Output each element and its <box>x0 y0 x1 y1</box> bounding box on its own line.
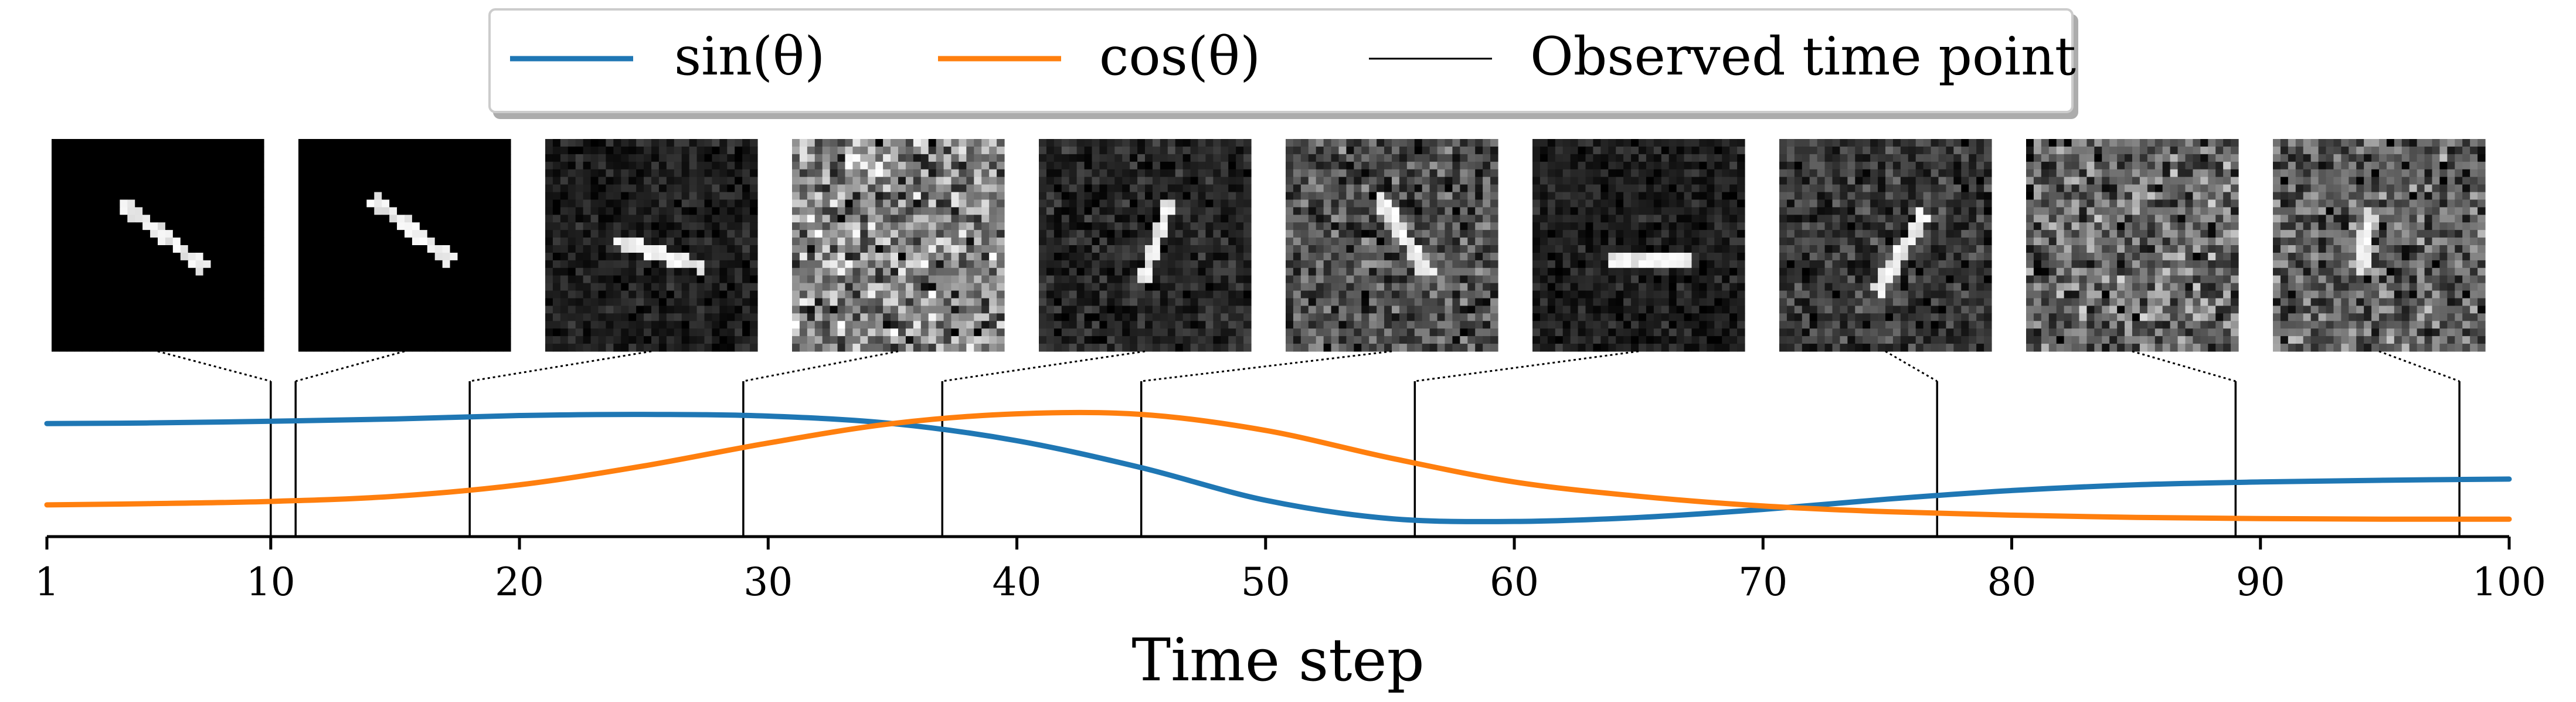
x-tick-label-100: 100 <box>2472 559 2546 605</box>
legend-label-observed-time-point: Observed time point <box>1530 26 2076 87</box>
plot-series <box>44 409 2512 524</box>
x-tick-label-10: 10 <box>246 559 295 605</box>
thumbnail-t89 <box>2026 139 2239 352</box>
observed-time-points <box>270 381 2461 537</box>
connector-t45 <box>1141 350 1392 382</box>
connector-t77 <box>1885 350 1938 382</box>
x-tick-label-30: 30 <box>743 559 793 605</box>
thumbnail-t10 <box>52 139 264 352</box>
connector-t89 <box>2132 350 2236 382</box>
x-tick-label-20: 20 <box>495 559 544 605</box>
legend-label-cos: cos(θ) <box>1099 26 1260 87</box>
x-tick-label-50: 50 <box>1241 559 1290 605</box>
legend: sin(θ) cos(θ) Observed time point <box>488 8 2076 113</box>
thumbnail-connectors <box>157 350 2460 382</box>
connector-t98 <box>2378 350 2460 382</box>
x-axis-ticks: 1 10 20 30 40 50 60 70 80 90 100 <box>35 537 2546 605</box>
x-tick-label-70: 70 <box>1738 559 1787 605</box>
series-line-sin <box>44 412 2512 524</box>
connector-t29 <box>743 350 899 382</box>
thumbnail-t11 <box>298 139 511 352</box>
x-tick-label-1: 1 <box>35 559 59 605</box>
x-tick-label-80: 80 <box>1987 559 2037 605</box>
connector-t11 <box>295 350 405 382</box>
thumbnail-t29 <box>792 139 1005 352</box>
connector-t37 <box>942 350 1146 382</box>
connector-t10 <box>157 350 271 382</box>
x-tick-label-60: 60 <box>1490 559 1539 605</box>
connector-t18 <box>469 350 652 382</box>
legend-frame <box>488 8 2074 113</box>
thumbnail-t56 <box>1532 139 1745 352</box>
series-line-cos <box>44 409 2512 522</box>
thumbnail-t45 <box>1286 139 1498 352</box>
thumbnail-t18 <box>545 139 758 352</box>
thumbnail-t77 <box>1779 139 1992 352</box>
legend-items: sin(θ) cos(θ) Observed time point <box>510 26 2076 87</box>
legend-label-sin: sin(θ) <box>674 26 825 87</box>
connector-t56 <box>1415 350 1639 382</box>
thumbnail-t37 <box>1039 139 1252 352</box>
thumbnail-t98 <box>2273 139 2486 352</box>
thumbnail-strip <box>52 139 2486 352</box>
x-tick-label-90: 90 <box>2236 559 2285 605</box>
x-axis: 1 10 20 30 40 50 60 70 80 90 100 Time step <box>35 535 2546 694</box>
x-axis-label: Time step <box>1131 626 1424 694</box>
x-tick-label-40: 40 <box>993 559 1042 605</box>
